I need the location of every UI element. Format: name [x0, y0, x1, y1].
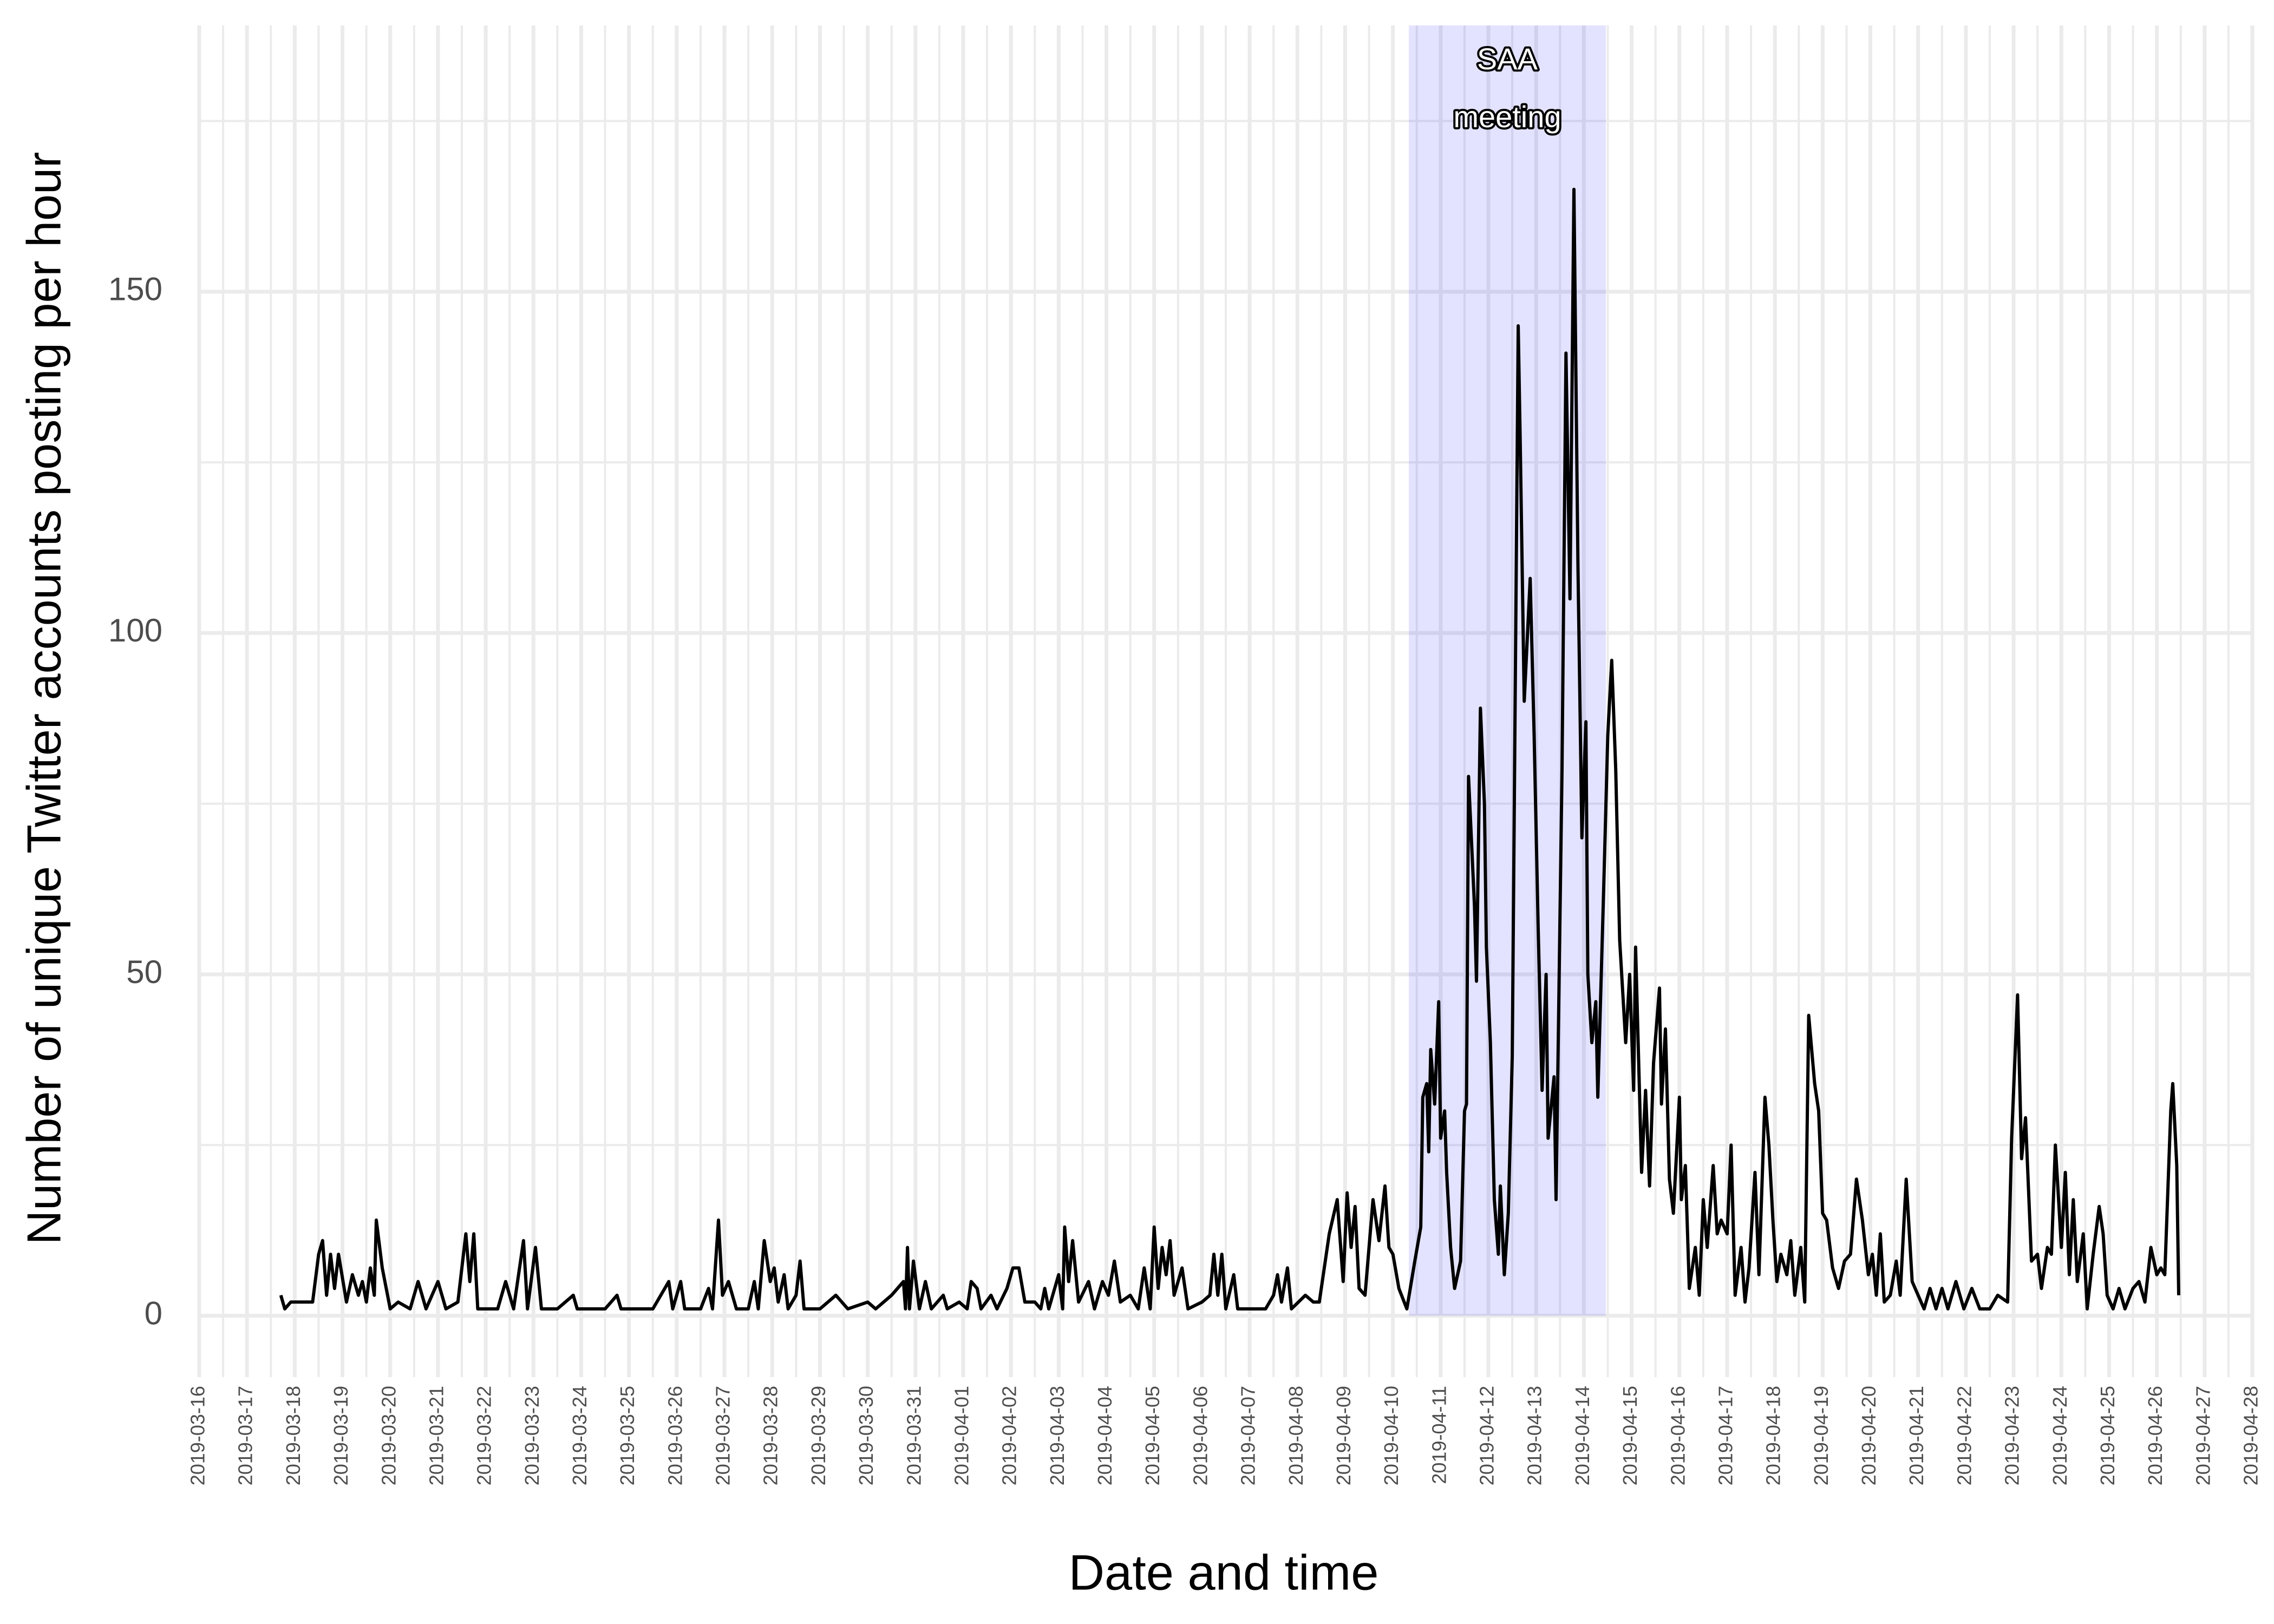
x-tick-label: 2019-03-23	[521, 1386, 543, 1485]
x-tick-label: 2019-03-17	[234, 1386, 257, 1485]
x-tick-label: 2019-03-25	[616, 1386, 638, 1485]
x-tick-label: 2019-04-09	[1332, 1386, 1355, 1485]
x-tick-label: 2019-04-18	[1762, 1386, 1785, 1485]
plot-area	[279, 187, 2180, 1311]
axes: 0 50 100 150 2019-03-16 2019-03-17 2019-03-18 2…	[108, 271, 2262, 1485]
grid	[197, 25, 2255, 1377]
x-tick-label: 2019-04-13	[1524, 1386, 1546, 1485]
x-tick-label: 2019-03-16	[187, 1386, 209, 1485]
x-tick-label: 2019-04-02	[998, 1386, 1021, 1485]
x-tick-label: 2019-04-06	[1189, 1386, 1211, 1485]
x-tick-label: 2019-03-31	[903, 1386, 925, 1485]
x-tick-label: 2019-03-26	[664, 1386, 686, 1485]
x-tick-label: 2019-04-21	[1905, 1386, 1927, 1485]
x-axis-title: Date and time	[1069, 1545, 1379, 1600]
x-tick-label: 2019-04-28	[2240, 1386, 2262, 1485]
x-tick-label: 2019-03-20	[377, 1386, 400, 1485]
x-tick-label: 2019-03-28	[760, 1386, 782, 1485]
data-line	[279, 187, 2180, 1311]
y-tick-label: 100	[108, 612, 162, 649]
x-tick-label: 2019-03-21	[425, 1386, 447, 1485]
shaded-region	[1409, 25, 1606, 1316]
x-tick-label: 2019-03-22	[473, 1386, 495, 1485]
x-tick-label: 2019-04-07	[1237, 1386, 1259, 1485]
x-tick-label: 2019-04-04	[1094, 1386, 1116, 1485]
x-tick-label: 2019-04-17	[1714, 1386, 1736, 1485]
y-tick-label: 0	[145, 1295, 162, 1331]
x-tick-label: 2019-04-03	[1046, 1386, 1068, 1485]
x-tick-label: 2019-04-11	[1428, 1386, 1450, 1484]
x-tick-label: 2019-03-24	[568, 1386, 591, 1485]
x-tick-label: 2019-04-27	[2192, 1386, 2214, 1485]
x-tick-label: 2019-04-20	[1858, 1386, 1880, 1485]
x-tick-label: 2019-03-27	[712, 1386, 734, 1485]
y-tick-label: 50	[126, 954, 162, 990]
x-tick-label: 2019-04-12	[1476, 1386, 1498, 1485]
annotation-region: SAA meeting	[1409, 25, 1606, 1316]
x-tick-label: 2019-04-26	[2144, 1386, 2166, 1485]
x-tick-label: 2019-04-16	[1667, 1386, 1689, 1485]
y-axis-title: Number of unique Twitter accounts postin…	[17, 152, 70, 1245]
x-tick-label: 2019-04-05	[1141, 1386, 1164, 1485]
x-tick-label: 2019-03-19	[330, 1386, 352, 1485]
annotation-label: SAA	[1477, 42, 1538, 76]
x-tick-label: 2019-03-29	[807, 1386, 829, 1485]
x-tick-label: 2019-03-18	[282, 1386, 304, 1485]
x-tick-label: 2019-04-24	[2049, 1386, 2071, 1485]
x-tick-label: 2019-04-08	[1285, 1386, 1307, 1485]
x-tick-label: 2019-04-22	[1953, 1386, 1975, 1485]
x-tick-label: 2019-03-30	[855, 1386, 877, 1485]
x-tick-label: 2019-04-25	[2096, 1386, 2119, 1485]
x-tick-label: 2019-04-10	[1380, 1386, 1402, 1485]
x-tick-label: 2019-04-19	[1810, 1386, 1832, 1485]
x-tick-label: 2019-04-14	[1571, 1386, 1593, 1485]
x-tick-label: 2019-04-15	[1619, 1386, 1641, 1485]
y-tick-label: 150	[108, 271, 162, 307]
x-tick-label: 2019-04-01	[950, 1386, 972, 1485]
annotation-label: meeting	[1453, 100, 1561, 134]
x-tick-label: 2019-04-23	[2001, 1386, 2023, 1485]
